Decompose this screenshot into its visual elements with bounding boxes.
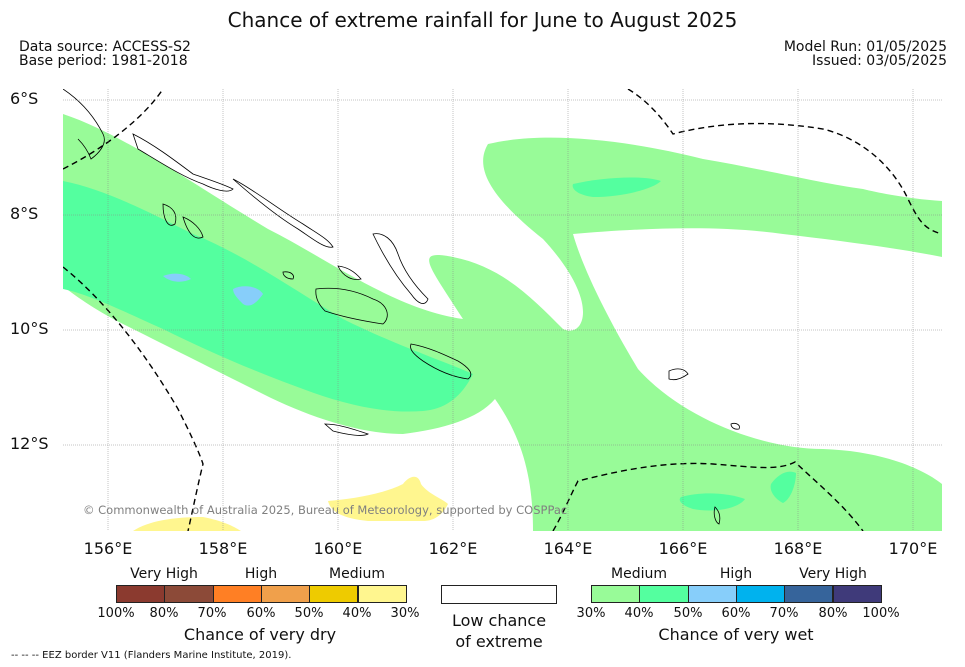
legend-swatch <box>212 585 262 603</box>
legend-swatch <box>735 585 786 603</box>
high-wet-patch <box>770 471 796 503</box>
dry-tick: 100% <box>97 606 135 621</box>
low-caption-line2: of extreme <box>455 632 543 651</box>
high-wet-patch <box>679 493 745 511</box>
wet-tick: 60% <box>721 606 751 621</box>
dry-tick: 70% <box>197 606 227 621</box>
lat-label: 10°S <box>10 319 49 338</box>
wet-tick: 80% <box>818 606 848 621</box>
very-wet-patch <box>233 286 263 306</box>
meta-left: Data source: ACCESS-S2 Base period: 1981… <box>19 40 191 68</box>
model-run-text: Model Run: 01/05/2025 <box>783 39 947 55</box>
lon-label: 158°E <box>198 539 248 558</box>
lon-label: 156°E <box>83 539 133 558</box>
lon-label: 170°E <box>888 539 938 558</box>
base-period-text: Base period: 1981-2018 <box>19 53 188 69</box>
dry-tick: 30% <box>390 606 420 621</box>
dry-tick: 60% <box>246 606 276 621</box>
lon-label: 162°E <box>428 539 478 558</box>
map-title: Chance of extreme rainfall for June to A… <box>227 8 738 32</box>
meta-right: Model Run: 01/05/2025 Issued: 03/05/2025 <box>784 40 947 68</box>
legend-swatch <box>357 585 407 603</box>
dry-caption: Chance of very dry <box>183 625 337 644</box>
wet-tick: 30% <box>576 606 606 621</box>
legend-swatch <box>639 585 689 603</box>
legend-swatch <box>116 585 166 603</box>
low-chance-swatch <box>441 585 557 604</box>
lon-label: 164°E <box>543 539 593 558</box>
rainfall-map: © Commonwealth of Australia 2025, Bureau… <box>63 89 942 531</box>
legend-swatch <box>260 585 311 603</box>
legend-swatch <box>164 585 214 603</box>
legend-swatch <box>687 585 737 603</box>
eez-borders <box>63 89 942 531</box>
lon-label: 168°E <box>773 539 823 558</box>
graticule <box>63 89 942 531</box>
lat-label: 12°S <box>10 434 49 453</box>
medium-wet-region <box>63 114 942 531</box>
high-wet-patch <box>572 177 661 197</box>
dry-category-label: Very High <box>130 566 198 582</box>
wet-category-label: Medium <box>611 566 667 582</box>
wet-tick: 100% <box>862 606 900 621</box>
medium-dry-region <box>133 517 241 531</box>
high-wet-region <box>63 181 473 412</box>
wet-tick: 40% <box>624 606 654 621</box>
medium-dry-region <box>328 476 448 521</box>
wet-tick: 50% <box>673 606 703 621</box>
lat-label: 6°S <box>10 89 39 108</box>
wet-caption: Chance of very wet <box>658 625 814 644</box>
lon-label: 166°E <box>658 539 708 558</box>
wet-category-label: Very High <box>799 566 867 582</box>
wet-category-label: High <box>719 566 753 582</box>
very-wet-patch <box>163 273 191 282</box>
legend-swatch <box>832 585 882 603</box>
dry-tick: 50% <box>294 606 324 621</box>
issued-text: Issued: 03/05/2025 <box>812 53 947 69</box>
dry-tick: 40% <box>342 606 372 621</box>
coastlines <box>63 89 740 525</box>
lon-label: 160°E <box>313 539 363 558</box>
dry-tick: 80% <box>149 606 179 621</box>
copyright-text: © Commonwealth of Australia 2025, Bureau… <box>83 503 567 517</box>
legend-swatch <box>784 585 834 603</box>
wet-tick: 70% <box>769 606 799 621</box>
footnote: -- -- -- EEZ border V11 (Flanders Marine… <box>11 650 292 661</box>
low-chance-caption: Low chance of extreme <box>429 610 569 652</box>
dry-category-label: Medium <box>329 566 385 582</box>
data-source-text: Data source: ACCESS-S2 <box>19 39 191 55</box>
low-caption-line1: Low chance <box>451 611 547 630</box>
lat-label: 8°S <box>10 204 39 223</box>
legend-swatch <box>309 585 359 603</box>
dry-category-label: High <box>244 566 278 582</box>
legend-swatch <box>591 585 641 603</box>
